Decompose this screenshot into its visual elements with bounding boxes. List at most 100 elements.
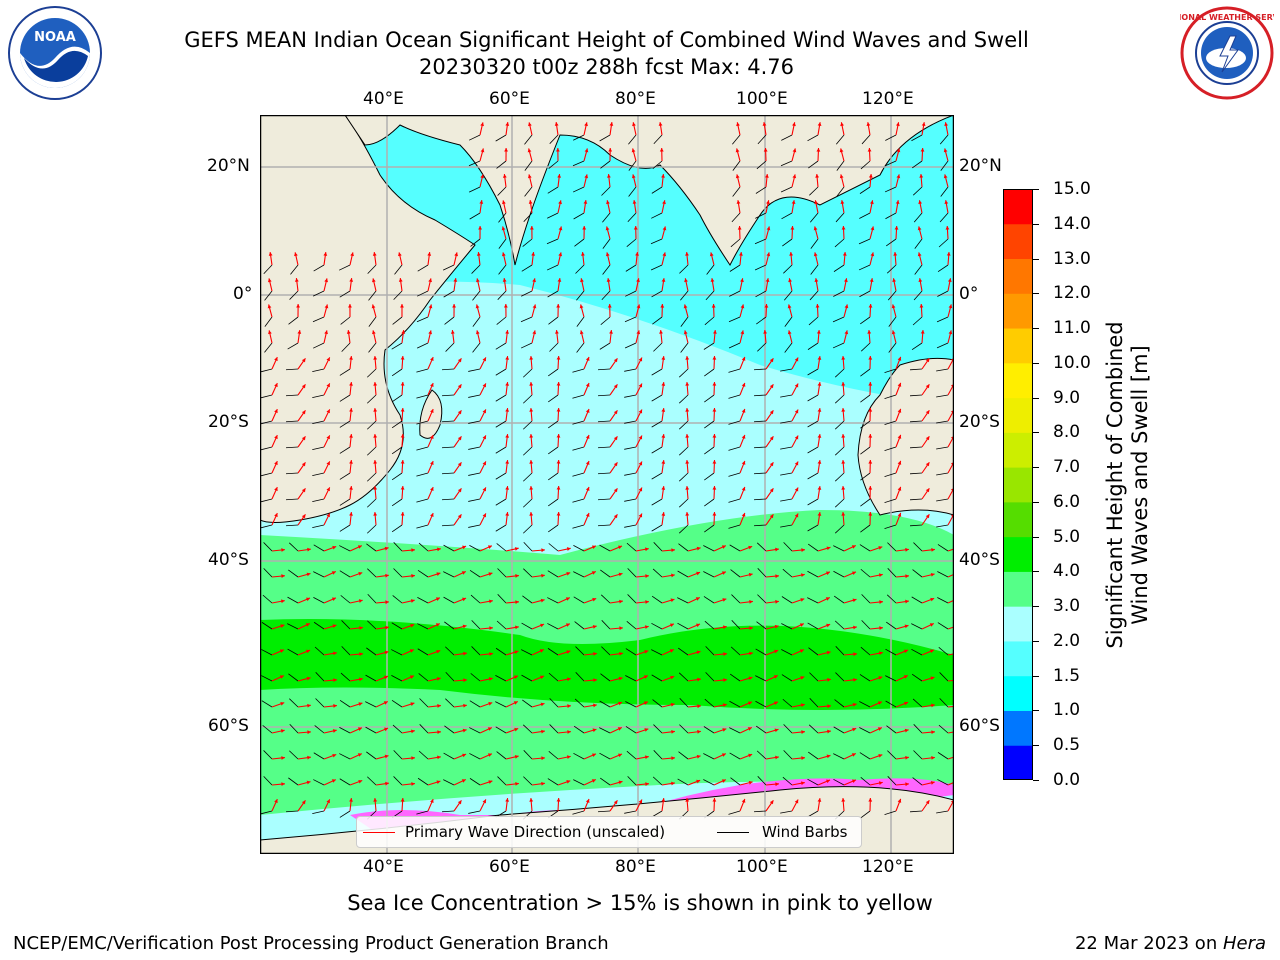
wave-direction-arrowhead (326, 461, 330, 466)
wind-barb (496, 160, 507, 169)
wind-barb (911, 623, 923, 630)
wind-barb (468, 368, 481, 372)
footer-credit: NCEP/EMC/Verification Post Processing Pr… (13, 933, 609, 954)
wind-barb (444, 621, 455, 630)
wind-barb (653, 342, 663, 352)
wind-barb (597, 420, 611, 423)
wave-direction-arrowhead (430, 799, 434, 804)
wave-direction-arrowhead (852, 727, 857, 732)
wave-direction-arrowhead (925, 462, 930, 467)
wind-barb (287, 623, 299, 630)
wind-barb (651, 649, 663, 656)
wind-barb (860, 524, 871, 533)
wave-direction-arrowhead (531, 252, 536, 256)
wave-direction-arrowhead (297, 330, 302, 334)
wind-barb (523, 568, 533, 578)
wind-barb (731, 212, 741, 223)
wind-barb (468, 524, 481, 528)
wave-direction-arrowhead (904, 701, 909, 706)
wave-direction-arrowhead (505, 330, 510, 334)
wave-direction-arrowhead (462, 545, 467, 550)
wave-direction-arrowhead (685, 486, 690, 490)
wind-barb (418, 673, 429, 682)
wave-direction-arrowhead (609, 330, 613, 334)
wind-barb (807, 498, 819, 506)
wave-direction-arrowhead (794, 435, 799, 440)
wave-direction-arrowhead (748, 676, 753, 681)
wind-barb (521, 674, 533, 682)
wind-barb (756, 542, 767, 552)
wind-barb (861, 594, 871, 604)
wind-barb (365, 726, 377, 734)
wave-direction-arrowhead (274, 487, 278, 492)
wave-direction-arrowhead (505, 486, 510, 490)
wind-barb (260, 498, 273, 503)
wave-direction-arrowhead (813, 226, 818, 231)
wave-direction-arrowhead (917, 252, 922, 257)
wave-direction-arrowhead (540, 675, 545, 680)
wave-direction-arrowhead (853, 625, 857, 630)
wave-direction-arrowhead (350, 252, 354, 257)
wind-barb (651, 446, 663, 454)
wave-direction-arrowhead (430, 435, 434, 440)
wind-barb (677, 622, 689, 630)
wave-direction-arrowhead (294, 252, 298, 257)
wind-barb (807, 622, 819, 630)
wave-direction-arrowhead (631, 148, 636, 153)
wave-direction-arrowhead (332, 753, 337, 758)
wind-barb (417, 264, 429, 272)
wind-barb (495, 726, 507, 734)
wind-barb (936, 472, 949, 476)
wind-barb (441, 368, 455, 371)
wind-barb (417, 597, 429, 604)
wave-direction-arrowhead (373, 382, 378, 386)
wind-barb (367, 368, 377, 378)
wave-direction-arrowhead (945, 226, 950, 230)
wave-direction-arrowhead (462, 624, 467, 629)
wind-barb (368, 316, 377, 327)
wave-direction-arrowhead (333, 678, 337, 683)
wave-direction-arrowhead (324, 304, 329, 309)
wave-direction-arrowhead (556, 460, 561, 464)
wind-barb (755, 186, 767, 194)
wave-direction-arrowhead (643, 675, 648, 679)
wave-direction-arrowhead (712, 460, 717, 464)
wind-barb (886, 621, 897, 630)
wind-barb (441, 810, 455, 813)
wave-direction-arrowhead (505, 122, 510, 126)
wind-barb (753, 446, 767, 449)
wave-direction-arrowhead (645, 574, 649, 578)
wind-barb (624, 472, 637, 476)
wave-direction-arrowhead (556, 486, 561, 490)
wave-direction-arrowhead (813, 252, 818, 257)
wave-direction-arrowhead (482, 487, 486, 492)
wave-direction-arrowhead (740, 304, 745, 309)
wave-direction-arrowhead (358, 702, 363, 706)
wind-barb (625, 675, 637, 682)
wind-barb (678, 368, 689, 378)
wind-barb (288, 542, 299, 552)
wind-barb (833, 570, 845, 578)
wind-barb (341, 342, 351, 352)
wind-barb (860, 568, 871, 578)
wave-direction-arrowhead (662, 200, 666, 205)
wind-barb (600, 777, 611, 786)
wave-direction-arrowhead (301, 800, 306, 805)
wind-barb (600, 160, 611, 169)
wave-direction-arrowhead (384, 650, 389, 655)
wave-direction-arrows (260, 122, 961, 820)
map-frame (259, 114, 955, 855)
wind-barb (391, 675, 403, 682)
wind-barb (679, 698, 689, 708)
wave-direction-arrowhead (306, 649, 311, 654)
wave-direction-arrowhead (515, 574, 519, 578)
wave-direction-arrowhead (826, 650, 831, 655)
wave-direction-arrowhead (541, 548, 545, 553)
wind-barb (285, 420, 299, 423)
wind-barb (834, 446, 845, 456)
wave-direction-arrowhead (430, 513, 434, 518)
wind-barb (416, 446, 429, 451)
wave-direction-arrowhead (435, 597, 440, 601)
wind-barb (860, 810, 871, 819)
wave-height-map (259, 114, 961, 855)
